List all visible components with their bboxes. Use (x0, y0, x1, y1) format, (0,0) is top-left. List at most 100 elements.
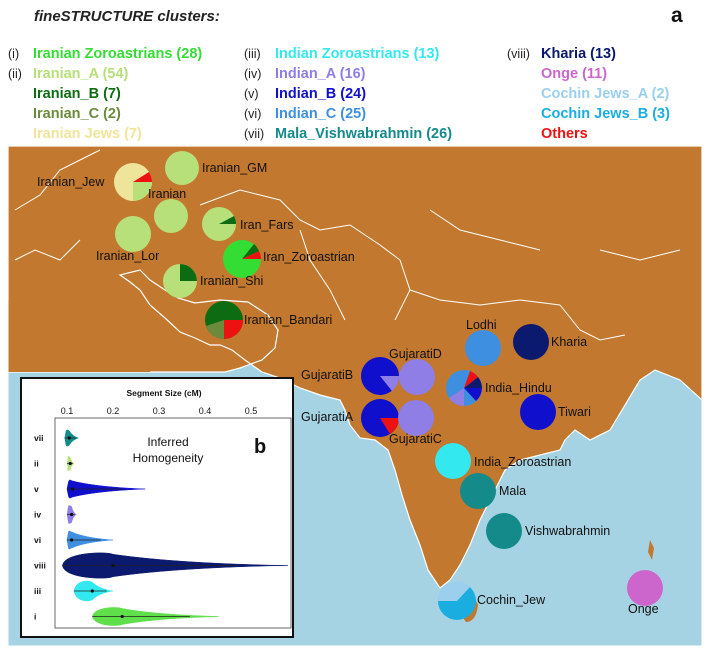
legend-label: Cochin Jews_B (3) (541, 106, 670, 122)
label-cochin-jew: Cochin_Jew (477, 593, 546, 607)
pie-iranian-jew (114, 163, 152, 201)
label-gujarati-c: GujaratiC (389, 432, 442, 446)
pie-cochin-jew (437, 581, 476, 620)
population-markers (114, 151, 663, 620)
legend-label: Iranian_C (2) (33, 106, 121, 122)
legend-number: (iii) (244, 47, 261, 61)
panel-label-a: a (671, 4, 683, 27)
legend-label: Mala_Vishwabrahmin (26) (275, 126, 453, 142)
legend-number: (vi) (244, 107, 262, 121)
pie-onge (627, 570, 663, 606)
violin-category-label: viii (34, 561, 46, 571)
label-kharia: Kharia (551, 335, 587, 349)
legend-item: (iv) Indian_A (16) (244, 64, 452, 84)
andaman-island (648, 540, 654, 560)
legend-item: (viii) Kharia (13) (507, 44, 670, 64)
legend-number: (i) (8, 47, 20, 61)
legend-label: Kharia (13) (541, 46, 616, 62)
pie-iranian-gm (165, 151, 199, 185)
borders (14, 149, 681, 341)
violin-category-label: vii (34, 433, 43, 443)
violin-category-label: v (34, 484, 39, 494)
pie-tiwari (520, 394, 556, 430)
violin-median-point (90, 589, 94, 593)
legend-number: (ii) (8, 67, 22, 81)
legend-label: Indian_C (25) (275, 106, 367, 122)
label-gujarati-b: GujaratiB (301, 368, 353, 382)
legend-number: (iv) (244, 67, 262, 81)
legend-label: Onge (11) (541, 66, 608, 82)
pie-gujarati-d (399, 359, 435, 395)
pie-iranian (154, 199, 188, 233)
pie-gujarati-c (398, 400, 434, 436)
legend-label: Others (541, 126, 588, 142)
violin-category-label: iv (34, 510, 41, 520)
violin-category-label: vi (34, 535, 41, 545)
legend-label: Indian_A (16) (275, 66, 366, 82)
violin-median-point (68, 461, 72, 466)
label-india-zoroastrian: India_Zoroastrian (474, 455, 571, 469)
legend-item: Cochin Jews_A (2) (507, 84, 670, 104)
violin-median-point (120, 614, 124, 619)
figure-title: fineSTRUCTURE clusters: (34, 8, 220, 25)
legend-item: Others (507, 124, 670, 144)
violin-median-point (67, 436, 71, 440)
label-iranian-jew: Iranian_Jew (37, 175, 105, 189)
violin-median-point (111, 563, 115, 568)
inset-panel-b: Segment Size (cM) 0.1 0.2 0.3 0.4 0.5 viiiiv… (20, 377, 294, 638)
label-iranian-lor: Iranian_Lor (96, 249, 159, 263)
x-tick-label: 0.3 (153, 406, 166, 416)
legend-item: (vi) Indian_C (25) (244, 104, 452, 124)
inset-annotation-line2: Homogeneity (133, 451, 204, 465)
inset-annotation-line1: Inferred (147, 435, 188, 449)
legend-item: (vii) Mala_Vishwabrahmin (26) (244, 124, 452, 144)
x-tick-label: 0.2 (107, 406, 120, 416)
label-iran-fars: Iran_Fars (240, 218, 294, 232)
legend-item: Cochin Jews_B (3) (507, 104, 670, 124)
pie-iranian-bandari (205, 301, 243, 339)
label-india-hindu: India_Hindu (485, 381, 552, 395)
arabia-coast (8, 300, 160, 372)
x-tick-label: 0.1 (61, 406, 74, 416)
label-vishwabrahmin: Vishwabrahmin (525, 524, 610, 538)
pie-iran-zoroastrian (223, 240, 261, 278)
panel-label-b: b (254, 436, 266, 458)
inset-x-ticks: 0.1 0.2 0.3 0.4 0.5 (61, 406, 258, 416)
legend-item: (i) Iranian Zoroastrians (28) (8, 44, 202, 64)
violin-median-point (70, 538, 74, 542)
pie-mala (460, 473, 496, 509)
legend-label: Cochin Jews_A (2) (541, 86, 670, 102)
pie-vishwabrahmin (486, 513, 522, 549)
violin-category-label: i (34, 612, 36, 622)
pie-gujarati-a (361, 399, 399, 437)
legend-column-3: (viii) Kharia (13) Onge (11) Cochin Jews_… (507, 44, 670, 144)
pie-india-zoroastrian (435, 443, 471, 479)
legend-label: Iranian Zoroastrians (28) (33, 46, 203, 62)
label-iranian: Iranian (148, 187, 186, 201)
pie-iranian-lor (115, 216, 151, 252)
legend-label: Iranian Jews (7) (33, 126, 142, 142)
violin-category-label: ii (34, 459, 39, 469)
pie-iranian-shi (163, 264, 197, 298)
violin-median-point (70, 487, 75, 491)
violin-median-point (70, 512, 74, 517)
label-iran-zoroastrian: Iran_Zoroastrian (263, 250, 355, 264)
landmass (8, 146, 702, 589)
legend-item: (v) Indian_B (24) (244, 84, 452, 104)
label-gujarati-d: GujaratiD (389, 347, 442, 361)
legend-item: (ii) Iranian_A (54) (8, 64, 202, 84)
legend-item: Iranian Jews (7) (8, 124, 202, 144)
legend-label: Indian_B (24) (275, 86, 367, 102)
label-iranian-gm: Iranian_GM (202, 161, 267, 175)
inset-axis-title: Segment Size (cM) (126, 388, 201, 398)
pie-kharia (513, 324, 549, 360)
population-labels: Iranian_GM Iranian_Jew Iranian Iran_Fars… (37, 161, 659, 616)
label-iranian-shi: Iranian_Shi (200, 274, 263, 288)
label-gujarati-a: GujaratiA (301, 410, 354, 424)
x-tick-label: 0.4 (199, 406, 212, 416)
x-tick-label: 0.5 (245, 406, 258, 416)
label-lodhi: Lodhi (466, 318, 497, 332)
legend-label: Iranian_B (7) (33, 86, 121, 102)
